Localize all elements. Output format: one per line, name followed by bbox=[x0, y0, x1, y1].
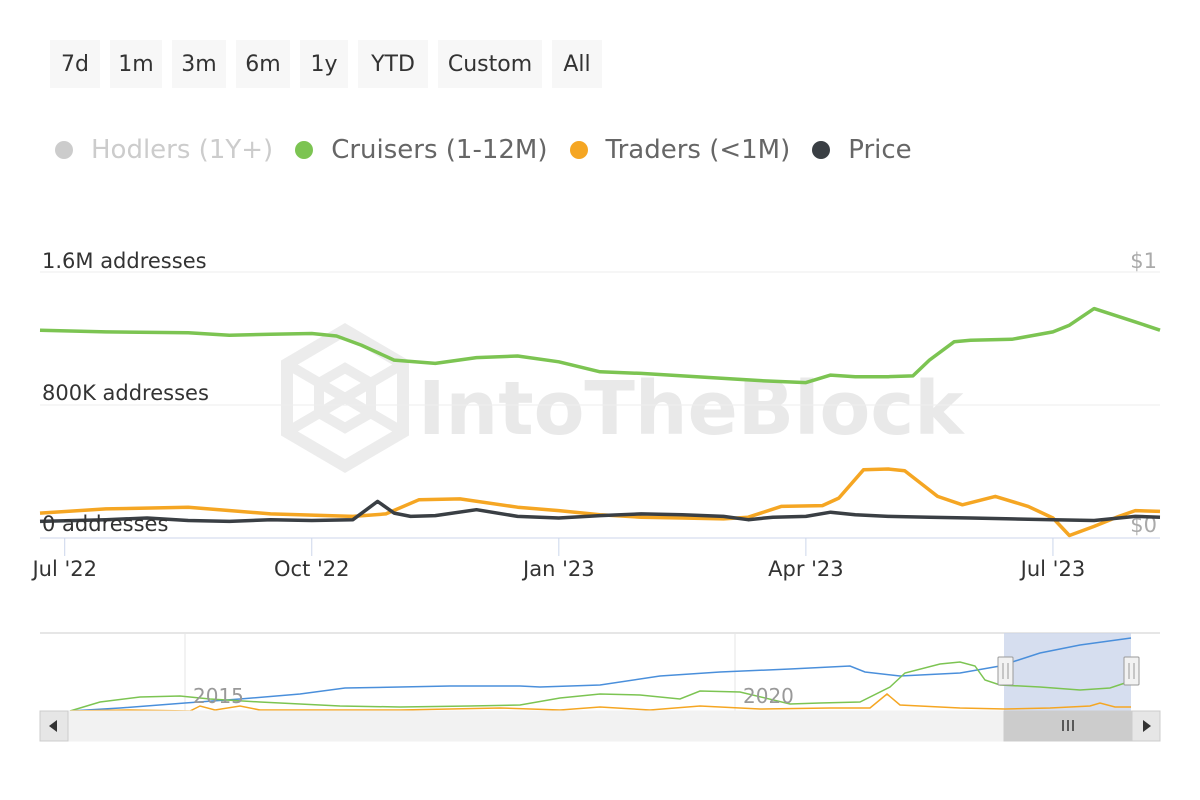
range-1y-button[interactable]: 1y bbox=[300, 40, 348, 88]
navigator: 2015 2020 bbox=[40, 632, 1160, 712]
arrow-right-icon bbox=[1143, 720, 1151, 732]
x-axis-ticks: Jul '22 Oct '22 Jan '23 Apr '23 Jul '23 bbox=[30, 538, 1085, 581]
y-label-bottom: 0 addresses bbox=[42, 512, 168, 536]
scroll-right-button[interactable] bbox=[1131, 710, 1161, 742]
navigator-selected-range[interactable] bbox=[1004, 633, 1131, 711]
y-label-mid: 800K addresses bbox=[42, 381, 209, 405]
scrollbar bbox=[39, 710, 1161, 742]
legend-label-price: Price bbox=[848, 135, 912, 165]
series-line-price bbox=[39, 499, 1161, 524]
navigator-label-2015: 2015 bbox=[193, 684, 244, 708]
watermark-text: IntoTheBlock bbox=[418, 366, 965, 452]
navigator-line-price bbox=[69, 637, 1132, 712]
legend-dot-hodlers bbox=[55, 141, 73, 159]
range-all-button[interactable]: All bbox=[552, 40, 602, 88]
legend-label-cruisers: Cruisers (1-12M) bbox=[331, 135, 548, 165]
legend-label-traders: Traders (<1M) bbox=[605, 135, 791, 165]
range-6m-button[interactable]: 6m bbox=[236, 40, 290, 88]
range-custom-button[interactable]: Custom bbox=[438, 40, 542, 88]
watermark: IntoTheBlock bbox=[281, 323, 965, 473]
watermark-logo-icon bbox=[281, 323, 409, 473]
legend-dot-cruisers bbox=[295, 141, 314, 159]
x-tick-label-0: Jul '22 bbox=[30, 557, 97, 581]
y-right-label-top: $1 bbox=[1130, 249, 1157, 273]
range-3m-button[interactable]: 3m bbox=[172, 40, 226, 88]
navigator-handle-left[interactable] bbox=[997, 656, 1014, 686]
range-1m-button[interactable]: 1m bbox=[110, 40, 162, 88]
x-tick-label-1: Oct '22 bbox=[274, 557, 349, 581]
range-ytd-button[interactable]: YTD bbox=[358, 40, 428, 88]
legend-item-traders[interactable]: Traders (<1M) bbox=[569, 135, 791, 165]
navigator-line-cruisers bbox=[69, 661, 1132, 712]
arrow-left-icon bbox=[49, 720, 57, 732]
legend-label-hodlers: Hodlers (1Y+) bbox=[91, 135, 274, 165]
series-line-cruisers bbox=[39, 306, 1161, 385]
navigator-label-2020: 2020 bbox=[743, 684, 794, 708]
legend-item-price[interactable]: Price bbox=[812, 135, 912, 165]
legend-dot-price bbox=[812, 141, 831, 159]
legend-item-hodlers[interactable]: Hodlers (1Y+) bbox=[55, 135, 273, 165]
chart-legend: Hodlers (1Y+) Cruisers (1-12M) Traders (… bbox=[55, 130, 934, 170]
navigator-line-traders bbox=[69, 693, 1131, 712]
scrollbar-track[interactable] bbox=[39, 710, 1161, 742]
legend-item-cruisers[interactable]: Cruisers (1-12M) bbox=[295, 135, 548, 165]
x-tick-label-4: Jul '23 bbox=[1019, 557, 1086, 581]
scroll-thumb[interactable] bbox=[1003, 710, 1132, 742]
y-label-top: 1.6M addresses bbox=[42, 249, 207, 273]
range-selector: 7d 1m 3m 6m 1y YTD Custom All bbox=[50, 40, 612, 88]
series-line-traders bbox=[39, 467, 1161, 538]
scroll-left-button[interactable] bbox=[39, 710, 69, 742]
navigator-handle-right[interactable] bbox=[1123, 656, 1140, 686]
grip-lines-icon bbox=[1062, 720, 1074, 731]
x-tick-label-2: Jan '23 bbox=[521, 557, 595, 581]
legend-dot-traders bbox=[569, 141, 588, 159]
x-tick-label-3: Apr '23 bbox=[768, 557, 844, 581]
range-7d-button[interactable]: 7d bbox=[50, 40, 100, 88]
